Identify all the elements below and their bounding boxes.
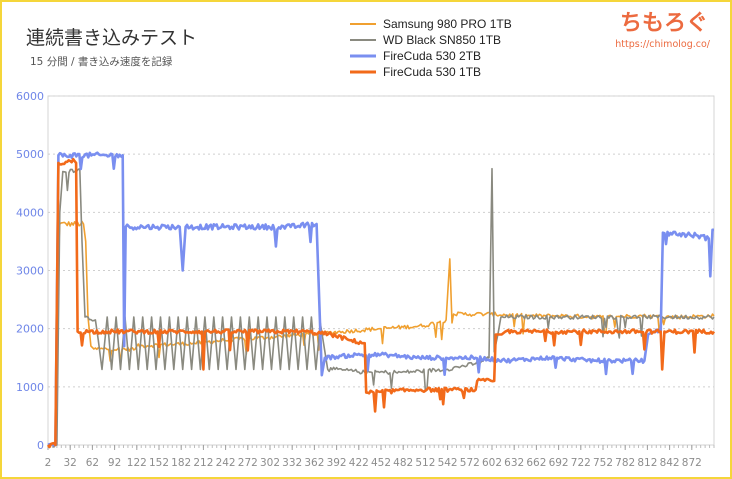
x-tick-label: 482 [393,457,413,469]
x-tick-label: 812 [637,457,657,469]
axes: 0 1000 2000 3000 4000 5000 6000 2 32 62 92 122 152 18… [16,90,715,469]
chart-title: 連続書き込みテスト [26,27,197,49]
x-tick-label: 2 [45,457,52,469]
logo-url: https://chimolog.co/ [615,39,711,50]
y-tick-label: 1000 [16,381,44,394]
x-tick-label: 392 [327,457,347,469]
x-tick-label: 542 [438,457,458,469]
x-tick-label: 302 [260,457,280,469]
x-tick-label: 512 [415,457,435,469]
x-tick-label: 692 [549,457,569,469]
y-tick-label: 3000 [16,265,44,278]
x-tick-label: 722 [571,457,591,469]
x-tick-label: 572 [460,457,480,469]
y-tick-label: 0 [37,439,44,452]
x-tick-label: 32 [64,457,77,469]
chart-subtitle: 15 分間 / 書き込み速度を記録 [30,55,173,68]
legend-label-0: Samsung 980 PRO 1TB [383,17,512,31]
x-tick-label: 662 [526,457,546,469]
legend-label-3: FireCuda 530 1TB [383,65,481,79]
x-tick-label: 362 [304,457,324,469]
site-logo: ちもろぐ https://chimolog.co/ [615,11,711,50]
series-line-1 [47,167,715,448]
x-tick-label: 422 [349,457,369,469]
legend-label-2: FireCuda 530 2TB [383,49,481,63]
legend: Samsung 980 PRO 1TB WD Black SN850 1TB Fir… [350,17,512,79]
series-line-2 [47,151,714,447]
x-tick-label: 332 [282,457,302,469]
y-tick-label: 5000 [16,148,44,161]
series-line-3 [46,157,716,449]
y-tick-label: 2000 [16,323,44,336]
x-tick-label: 122 [127,457,147,469]
logo-text: ちもろぐ [620,11,708,36]
x-tick-label: 452 [371,457,391,469]
x-tick-label: 62 [86,457,99,469]
x-tick-label: 242 [216,457,236,469]
x-tick-label: 152 [149,457,169,469]
x-tick-label: 842 [660,457,680,469]
x-tick-label: 872 [682,457,702,469]
x-tick-label: 632 [504,457,524,469]
series-lines [46,151,716,449]
y-tick-label: 4000 [16,206,44,219]
x-tick-label: 92 [108,457,121,469]
x-tick-label: 182 [171,457,191,469]
x-tick-label: 752 [593,457,613,469]
x-tick-label: 212 [193,457,213,469]
y-tick-label: 6000 [16,90,44,103]
x-tick-label: 602 [482,457,502,469]
x-tick-label: 782 [615,457,635,469]
x-tick-label: 272 [238,457,258,469]
legend-label-1: WD Black SN850 1TB [383,33,501,47]
